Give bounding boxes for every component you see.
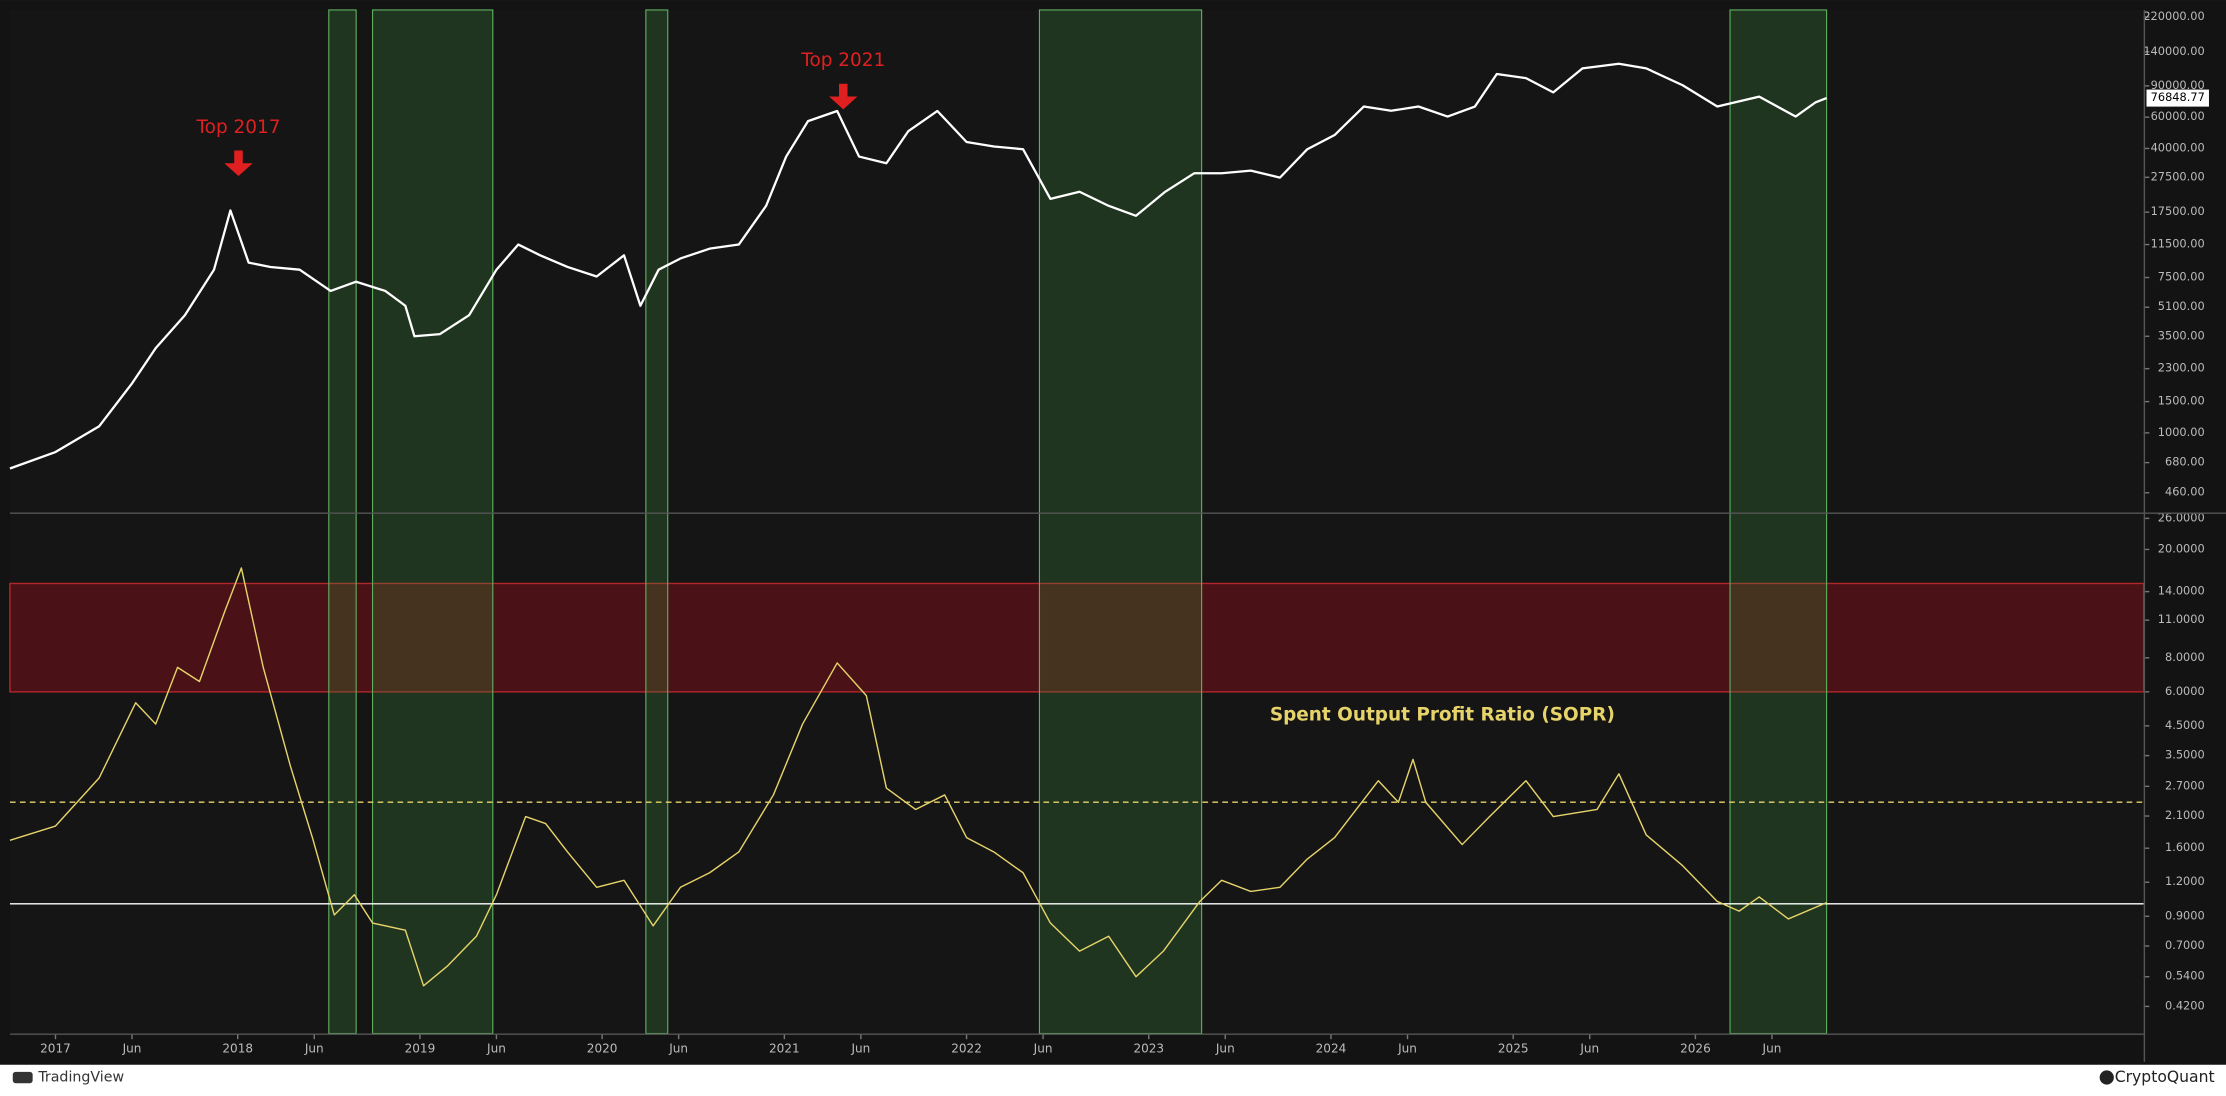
x-tick-label: Jun: [850, 1042, 870, 1056]
y-tick-label: 2.1000: [2165, 808, 2205, 822]
plot-background: [9, 9, 2144, 1034]
y-tick-label: 5100.00: [2158, 299, 2205, 313]
y-tick-label: 14.0000: [2158, 584, 2205, 598]
x-tick-label: 2024: [1316, 1042, 1347, 1056]
footer-left: TradingView: [37, 1070, 124, 1086]
y-tick-label: 1.2000: [2165, 874, 2205, 888]
annotation-arrow: [224, 150, 253, 177]
y-tick-label: 0.9000: [2165, 908, 2205, 922]
y-tick-label: 0.5400: [2165, 969, 2205, 983]
y-tick-label: 17500.00: [2151, 204, 2205, 218]
last-value-label: 76848.77: [2151, 90, 2205, 104]
y-tick-label: 140000.00: [2143, 44, 2204, 58]
y-tick-label: 3.5000: [2165, 748, 2205, 762]
y-tick-label: 20.0000: [2158, 541, 2205, 555]
highlight-range: [645, 9, 669, 1035]
y-tick-label: 11.0000: [2158, 612, 2205, 626]
x-tick-label: 2021: [769, 1042, 800, 1056]
x-tick-label: Jun: [1033, 1042, 1053, 1056]
backgrounds: [9, 582, 2145, 693]
highlight-range: [1729, 9, 1828, 1035]
annotation: Top 2017: [196, 117, 281, 138]
x-tick-label: 2023: [1133, 1042, 1164, 1056]
x-tick-label: Jun: [1579, 1042, 1599, 1056]
y-tick-label: 680.00: [2165, 455, 2205, 469]
y-tick-label: 27500.00: [2151, 169, 2205, 183]
x-tick-label: Jun: [1397, 1042, 1417, 1056]
y-tick-label: 460.00: [2165, 485, 2205, 499]
x-tick-label: Jun: [304, 1042, 324, 1056]
x-tick-label: 2019: [405, 1042, 436, 1056]
y-tick-label: 2.7000: [2165, 778, 2205, 792]
y-tick-label: 1500.00: [2158, 394, 2205, 408]
series-line: [9, 62, 1828, 470]
zone: [9, 582, 2145, 693]
y-tick-label: 40000.00: [2151, 140, 2205, 154]
highlight-range: [328, 9, 357, 1035]
y-tick-label: 7500.00: [2158, 270, 2205, 284]
y-tick-label: 60000.00: [2151, 109, 2205, 123]
highlight-range: [1038, 9, 1203, 1035]
y-tick-label: 90000.00: [2151, 78, 2205, 92]
x-tick-label: Jun: [668, 1042, 688, 1056]
chart-title: Spent Output Profit Ratio (SOPR): [1270, 705, 1615, 726]
x-tick-label: Jun: [1215, 1042, 1235, 1056]
x-tick-label: 2018: [222, 1042, 253, 1056]
footer-right: CryptoQuant: [2115, 1068, 2215, 1086]
cryptoquant-logo: [2099, 1070, 2114, 1085]
y-tick-label: 0.4200: [2165, 998, 2205, 1012]
y-tick-label: 1000.00: [2158, 425, 2205, 439]
x-tick-label: 2025: [1498, 1042, 1529, 1056]
highlight-range: [371, 9, 494, 1035]
y-tick-label: 6.0000: [2165, 684, 2205, 698]
series-line: [9, 567, 1827, 987]
x-tick-label: 2026: [1680, 1042, 1711, 1056]
marks: 220000.00 140000.00 90000.00 60000.00 40000.…: [9, 9, 2209, 1056]
tradingview-logo: [12, 1071, 33, 1084]
y-tick-label: 2300.00: [2158, 361, 2205, 375]
y-tick-label: 0.7000: [2165, 938, 2205, 952]
annotation: Top 2021: [800, 50, 885, 71]
y-tick-label: 220000.00: [2143, 9, 2204, 23]
last-value-box: [2146, 89, 2209, 107]
x-tick-label: 2017: [40, 1042, 71, 1056]
x-tick-label: 2022: [951, 1042, 982, 1056]
y-tick-label: 1.6000: [2165, 840, 2205, 854]
y-tick-label: 26.0000: [2158, 510, 2205, 524]
x-tick-label: Jun: [1762, 1042, 1782, 1056]
y-tick-label: 11500.00: [2151, 237, 2205, 251]
x-tick-label: Jun: [486, 1042, 506, 1056]
y-tick-label: 8.0000: [2165, 650, 2205, 664]
x-tick-label: 2020: [587, 1042, 618, 1056]
y-tick-label: 3500.00: [2158, 328, 2205, 342]
y-tick-label: 4.5000: [2165, 718, 2205, 732]
x-tick-label: Jun: [122, 1042, 142, 1056]
